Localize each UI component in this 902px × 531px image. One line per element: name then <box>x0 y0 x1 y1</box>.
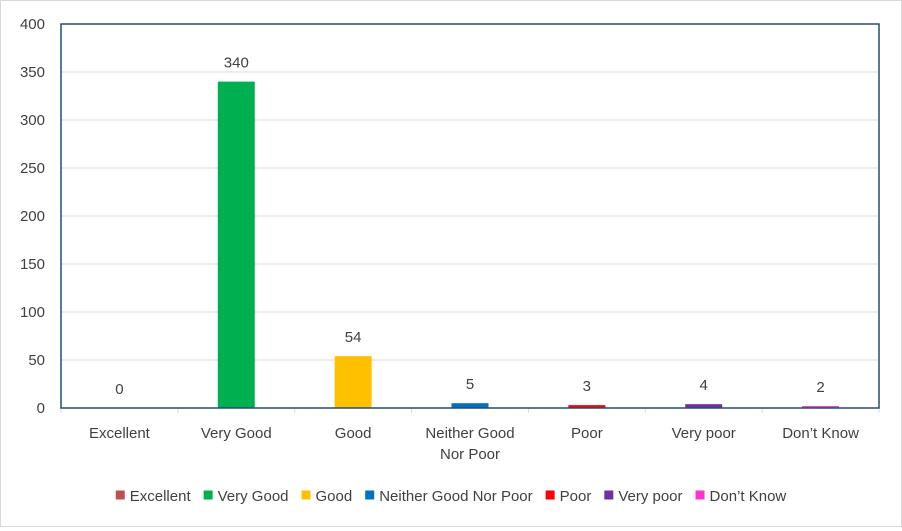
legend-item: Good <box>301 488 353 505</box>
legend-item: Poor <box>545 488 592 505</box>
bar-don-t-know <box>802 406 840 408</box>
legend-label: Poor <box>560 488 592 505</box>
data-label: 3 <box>583 378 591 395</box>
data-label: 5 <box>466 376 474 393</box>
y-tick-label: 350 <box>20 64 45 81</box>
legend-swatch <box>695 490 705 500</box>
y-tick-label: 400 <box>20 16 45 33</box>
bar-very-good <box>217 81 255 408</box>
bar-poor <box>568 405 606 408</box>
legend-item: Very Good <box>203 488 289 505</box>
data-label: 4 <box>700 377 708 394</box>
legend-label: Very Good <box>218 488 289 505</box>
x-tick-label: Don’t Know <box>782 425 859 442</box>
legend-label: Don’t Know <box>710 488 787 505</box>
bars <box>217 81 840 408</box>
x-tick-label: Poor <box>571 425 603 442</box>
y-tick-label: 150 <box>20 256 45 273</box>
bar-very-poor <box>685 404 723 408</box>
legend-label: Very poor <box>618 488 682 505</box>
bar-good <box>334 356 372 408</box>
legend-item: Neither Good Nor Poor <box>365 488 533 505</box>
legend-label: Neither Good Nor Poor <box>379 488 532 505</box>
y-tick-label: 200 <box>20 208 45 225</box>
legend-label: Good <box>316 488 353 505</box>
legend: Excellent Very Good Good Neither Good Nor P… <box>115 488 787 505</box>
x-tick-label: Neither Good <box>425 425 514 442</box>
legend-item: Don’t Know <box>695 488 787 505</box>
y-tick-label: 250 <box>20 160 45 177</box>
legend-swatch <box>545 490 555 500</box>
y-tick-label: 0 <box>37 400 45 417</box>
data-label: 2 <box>816 379 824 396</box>
plot-area-border <box>60 23 880 409</box>
x-tick-label: Very poor <box>672 425 736 442</box>
y-tick-label: 100 <box>20 304 45 321</box>
legend-swatch <box>301 490 311 500</box>
y-tick-label: 300 <box>20 112 45 129</box>
data-labels: 0 340 54 5 3 4 2 <box>115 55 824 398</box>
y-tick-label: 50 <box>28 352 45 369</box>
x-axis-tick-labels: Excellent Very Good Good Neither Good Nor Po… <box>89 425 859 463</box>
legend-item: Very poor <box>604 488 683 505</box>
legend-swatch <box>203 490 213 500</box>
x-tick-label: Good <box>335 425 372 442</box>
x-tick-label: Nor Poor <box>440 446 500 463</box>
x-tick-label: Very Good <box>201 425 272 442</box>
bar-neither-good-nor-poor <box>451 403 489 408</box>
gridlines <box>60 23 880 413</box>
data-label: 54 <box>345 329 362 346</box>
legend-swatch <box>604 490 614 500</box>
legend-swatch <box>365 490 375 500</box>
y-axis-tick-labels: 0 50 100 150 200 250 300 350 400 <box>20 16 45 417</box>
legend-swatch <box>115 490 125 500</box>
data-label: 0 <box>115 381 123 398</box>
x-tick-label: Excellent <box>89 425 151 442</box>
legend-label: Excellent <box>130 488 192 505</box>
legend-item: Excellent <box>115 488 192 505</box>
data-label: 340 <box>224 55 249 72</box>
